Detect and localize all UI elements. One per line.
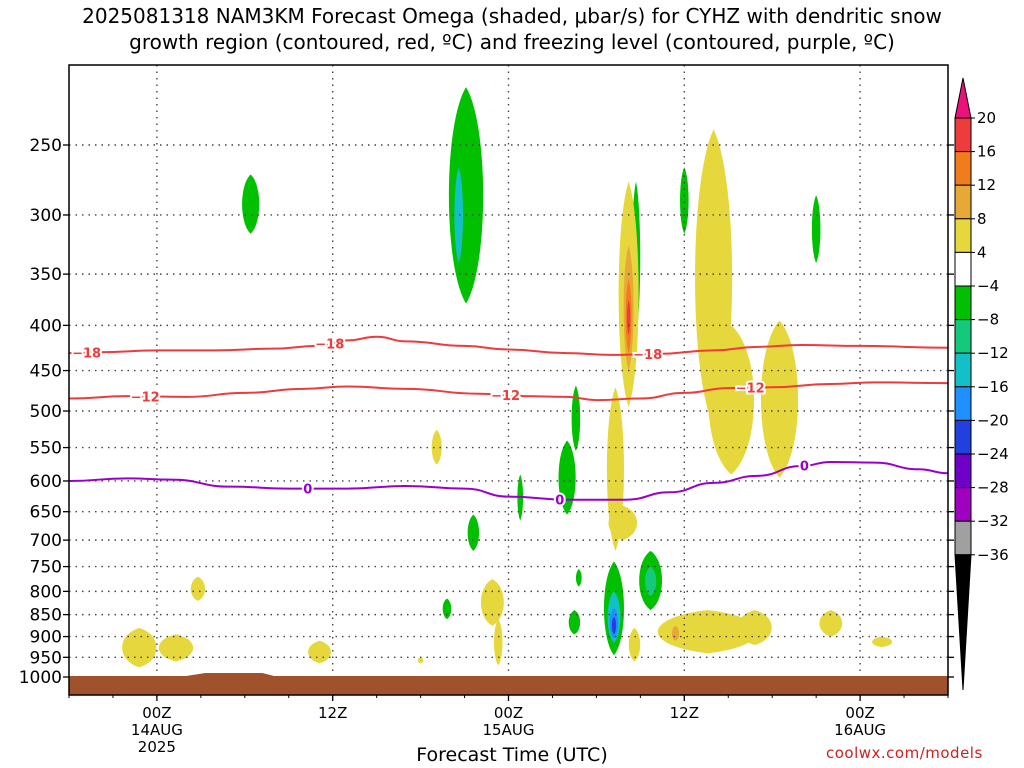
omega-region-34 [190, 576, 206, 601]
chart-title-line2: growth region (contoured, red, ºC) and f… [129, 30, 895, 54]
contour-label-1-1: −12 [491, 389, 520, 404]
colorbar-box-4 [954, 218, 972, 253]
colorbar-box-3 [954, 184, 972, 220]
contour-label-1-0: −12 [131, 390, 160, 405]
omega-region-33 [158, 634, 194, 662]
colorbar-box-7 [954, 319, 972, 354]
omega-region-23 [611, 616, 617, 635]
contour-label-0-1: −18 [315, 338, 344, 353]
y-tick-label-350: 350 [30, 265, 62, 285]
omega-region-13 [431, 429, 442, 465]
y-tick-label-900: 900 [30, 628, 62, 648]
colorbar-box-11 [954, 453, 972, 489]
colorbar-box-12 [954, 487, 972, 522]
x-tick-label-4: 00Z [845, 704, 874, 722]
x-tick-label-3: 12Z [670, 704, 699, 722]
x-tick-sublabel-4: 16AUG [834, 721, 886, 739]
omega-region-5 [811, 195, 821, 263]
omega-region-36 [657, 610, 758, 654]
y-tick-label-300: 300 [30, 206, 62, 226]
colorbar-label-7: −12 [977, 344, 1009, 362]
omega-region-27 [575, 569, 582, 587]
contour-label-1-2: −12 [736, 382, 765, 397]
colorbar-label-11: −28 [977, 479, 1009, 497]
y-tick-label-450: 450 [30, 362, 62, 382]
colorbar-label-8: −16 [977, 378, 1009, 396]
contour-label-0-0: −18 [72, 347, 101, 362]
colorbar-box-8 [954, 352, 972, 388]
omega-region-4 [680, 167, 689, 234]
omega-region-11 [708, 325, 755, 475]
colorbar-box-5 [954, 251, 972, 287]
ground-surface [69, 673, 948, 695]
omega-region-19 [608, 505, 638, 541]
y-tick-label-1000: 1000 [19, 668, 62, 688]
x-tick-sublabel-2: 15AUG [483, 721, 535, 739]
colorbar-label-13: −36 [977, 546, 1009, 564]
plot-area [69, 65, 948, 695]
omega-region-14 [571, 385, 581, 452]
contour-line-1 [68, 381, 949, 402]
y-tick-label-800: 800 [30, 582, 62, 602]
y-tick-label-950: 950 [30, 648, 62, 668]
colorbar-label-6: −8 [977, 311, 999, 329]
y-tick-label-250: 250 [30, 136, 62, 156]
colorbar-box-2 [954, 151, 972, 186]
omega-region-0 [242, 174, 260, 234]
colorbar-box-6 [954, 285, 972, 321]
y-tick-label-650: 650 [30, 503, 62, 523]
x-axis-label: Forecast Time (UTC) [416, 744, 608, 766]
y-tick-label-700: 700 [30, 531, 62, 551]
colorbar-label-5: −4 [977, 277, 999, 295]
colorbar-label-10: −24 [977, 445, 1009, 463]
y-tick-label-550: 550 [30, 439, 62, 459]
colorbar-bottom-arrow [954, 554, 972, 691]
omega-region-28 [442, 598, 452, 620]
chart-title-line1: 2025081318 NAM3KM Forecast Omega (shaded… [82, 4, 942, 28]
y-tick-label-850: 850 [30, 606, 62, 626]
colorbar-label-12: −32 [977, 512, 1009, 530]
colorbar-box-9 [954, 386, 972, 421]
colorbar-label-9: −20 [977, 411, 1009, 429]
omega-region-39 [819, 610, 843, 637]
x-tick-label-1: 12Z [318, 704, 347, 722]
contour-line-2 [68, 460, 949, 501]
x-tick-sublabel-0: 14AUG [131, 721, 183, 739]
contour-label-2-0: 0 [303, 483, 312, 498]
x-tick-sublabel2-0: 2025 [138, 738, 176, 756]
omega-region-16 [467, 514, 480, 551]
colorbar-label-4: 4 [977, 243, 987, 261]
colorbar-top-arrow [954, 77, 972, 119]
x-tick-label-2: 00Z [494, 704, 523, 722]
colorbar-box-10 [954, 419, 972, 455]
contour-label-0-2: −18 [633, 348, 662, 363]
contour-line-0 [68, 335, 949, 356]
omega-region-25 [644, 566, 657, 597]
contour-label-2-2: 0 [800, 460, 809, 475]
colorbar-label-3: 8 [977, 210, 987, 228]
y-tick-label-400: 400 [30, 316, 62, 336]
colorbar-label-0: 20 [977, 109, 996, 127]
omega-region-41 [417, 657, 424, 664]
colorbar-box-1 [954, 117, 972, 153]
omega-region-12 [760, 320, 799, 478]
site-credit: coolwx.com/models [826, 744, 983, 762]
omega-region-9 [626, 300, 631, 335]
omega-region-15 [558, 440, 576, 515]
omega-region-31 [628, 627, 641, 662]
y-tick-label-500: 500 [30, 402, 62, 422]
omega-region-40 [872, 636, 893, 648]
omega-region-35 [308, 640, 331, 664]
omega-region-2 [454, 167, 463, 263]
contour-label-2-1: 0 [555, 493, 564, 508]
colorbar-box-13 [954, 520, 972, 556]
omega-region-30 [493, 619, 503, 666]
y-tick-label-600: 600 [30, 472, 62, 492]
colorbar-label-1: 16 [977, 143, 996, 161]
x-tick-label-0: 00Z [142, 704, 171, 722]
omega-region-26 [568, 610, 581, 635]
colorbar-label-2: 12 [977, 176, 996, 194]
y-tick-label-750: 750 [30, 558, 62, 578]
